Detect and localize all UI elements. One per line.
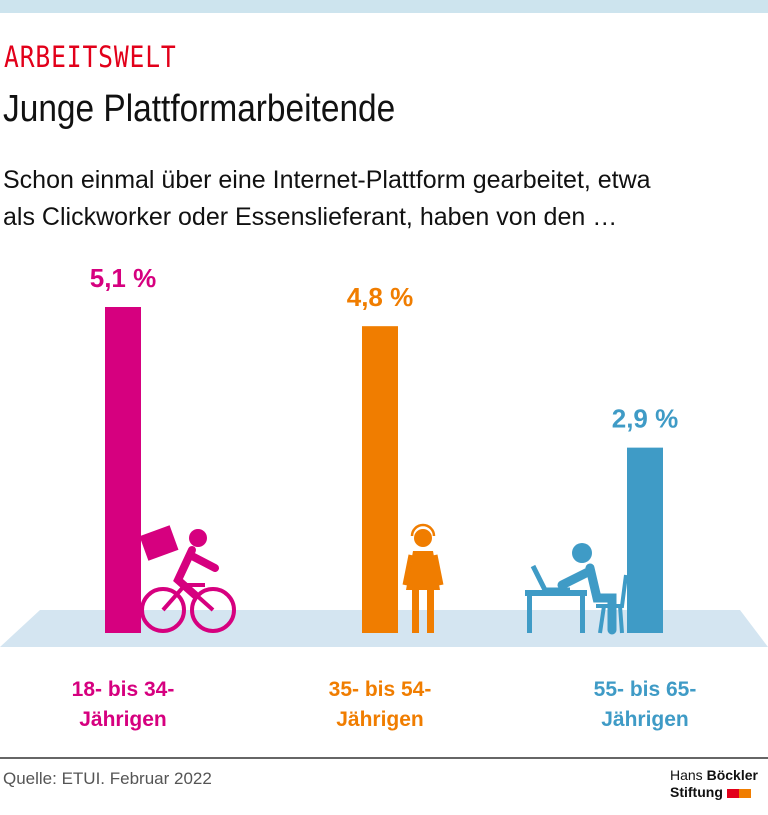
subtitle: Schon einmal über eine Internet-Plattfor…: [3, 162, 651, 236]
bar-chart: 5,1 % 18- bis 34- Jährigen 4,8 % 35- bis 54-…: [0, 263, 768, 731]
category-label: Jährigen: [601, 708, 689, 731]
category-label: Jährigen: [336, 708, 424, 731]
bar: [105, 307, 141, 633]
value-label: 5,1 %: [90, 263, 157, 293]
value-label: 4,8 %: [347, 282, 414, 312]
page-title: Junge Plattformarbeitende: [3, 88, 396, 130]
subtitle-line-1: Schon einmal über eine Internet-Plattfor…: [3, 166, 651, 194]
logo-text-boeckler: Böckler: [706, 767, 758, 783]
cyclist-courier-icon: [139, 525, 236, 633]
logo-text-hans: Hans: [670, 767, 707, 783]
logo: Hans Böckler Stiftung: [670, 767, 758, 801]
value-label: 2,9 %: [612, 404, 679, 434]
bar: [362, 326, 398, 633]
laptop-worker-icon: [525, 543, 628, 635]
category-label: Jährigen: [79, 708, 167, 731]
subtitle-line-2: als Clickworker oder Essenslieferant, ha…: [3, 203, 618, 231]
logo-text-stiftung: Stiftung: [670, 784, 723, 800]
logo-red-square: [726, 788, 739, 798]
top-bar: [0, 0, 768, 13]
category-label: 55- bis 65-: [594, 678, 697, 701]
source: Quelle: ETUI. Februar 2022: [3, 769, 212, 788]
kicker: ARBEITSWELT: [4, 40, 177, 74]
headset-worker-icon: [402, 523, 444, 633]
logo-orange-square: [738, 788, 751, 798]
footer-rule: [0, 757, 768, 759]
category-label: 35- bis 54-: [329, 678, 432, 701]
category-label: 18- bis 34-: [72, 678, 175, 701]
bar: [627, 447, 663, 633]
